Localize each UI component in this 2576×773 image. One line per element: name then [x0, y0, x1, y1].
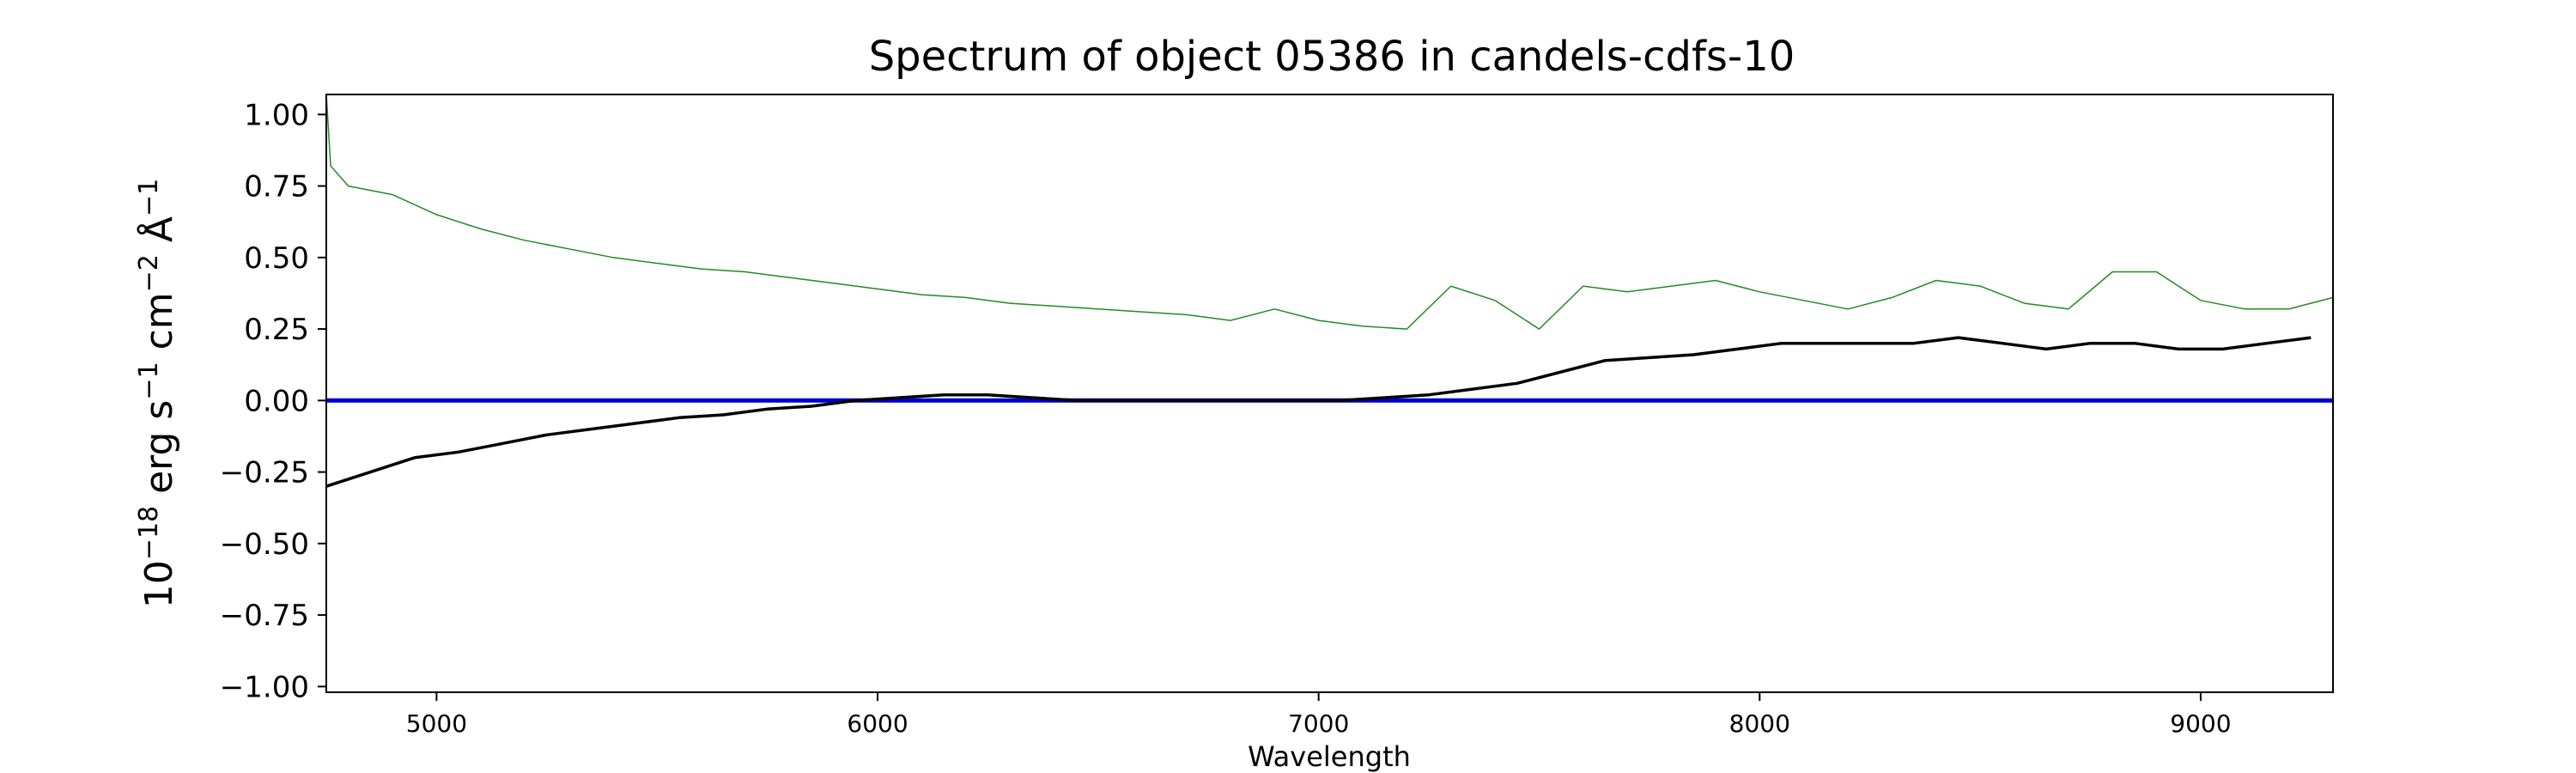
x-tick-label: 6000 — [847, 709, 908, 738]
y-label-text: cm — [137, 292, 181, 362]
y-label-text: 10 — [137, 560, 181, 608]
y-tick-label: 1.00 — [244, 98, 309, 132]
x-tick-label: 5000 — [406, 709, 467, 738]
y-label-exponent: −1 — [134, 362, 164, 399]
y-axis: −1.00 −0.75 −0.50 −0.25 0.00 0.25 0.50 0.75 1.00 — [220, 98, 326, 704]
plot-frame — [325, 94, 2334, 693]
y-axis-label: 10−18 erg s−1 cm−2 Å−1 — [134, 179, 182, 608]
y-tick-label: −0.50 — [220, 527, 309, 562]
y-label-exponent: −1 — [134, 179, 164, 216]
x-tick-label: 8000 — [1729, 709, 1790, 738]
x-tick-label: 9000 — [2170, 709, 2231, 738]
noise-series-line — [326, 94, 2333, 330]
plot-area — [326, 94, 2333, 488]
y-label-exponent: −2 — [134, 254, 164, 292]
y-tick-label: −1.00 — [220, 670, 309, 704]
flux-series-line — [326, 336, 2312, 488]
y-label-text: Å — [136, 216, 181, 254]
y-tick-label: −0.75 — [220, 599, 309, 633]
y-tick-label: 0.25 — [244, 313, 309, 347]
y-tick-label: −0.25 — [220, 456, 309, 490]
x-axis-label: Wavelength — [1248, 740, 1411, 773]
x-tick-label: 7000 — [1288, 709, 1349, 738]
y-label-exponent: −18 — [134, 506, 164, 560]
y-tick-label: 0.00 — [244, 384, 309, 418]
y-tick-label: 0.50 — [244, 241, 309, 276]
y-label-text: erg s — [137, 400, 181, 506]
chart-title: Spectrum of object 05386 in candels-cdfs… — [869, 33, 1795, 81]
y-tick-label: 0.75 — [244, 170, 309, 204]
x-axis: 5000 6000 7000 8000 9000 — [406, 692, 2232, 738]
